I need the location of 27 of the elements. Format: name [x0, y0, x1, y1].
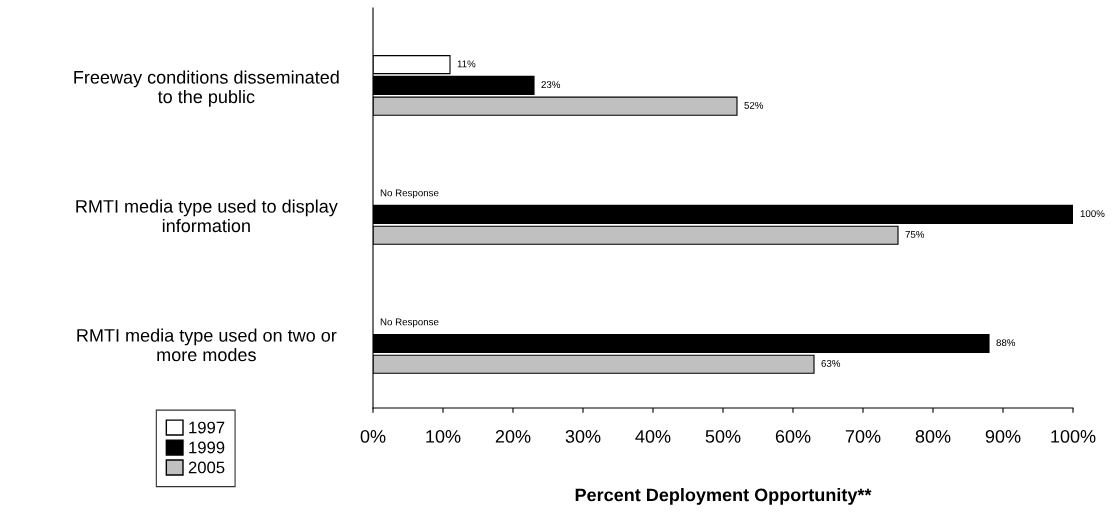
x-tick-label: 20% — [495, 430, 531, 443]
x-tick-label: 50% — [705, 430, 741, 443]
data-label: 23% — [541, 81, 561, 89]
data-label: 11% — [457, 60, 476, 68]
x-tick-label: 10% — [426, 430, 461, 443]
x-axis-title: Percent Deployment Opportunity** — [575, 488, 872, 505]
x-tick-label: 60% — [775, 430, 811, 443]
y-tick-label: RMTI media type used on two or more modes — [77, 328, 337, 362]
x-tick-label: 90% — [985, 430, 1021, 443]
x-tick-label: 40% — [635, 430, 671, 443]
x-tick-label: 0% — [360, 430, 386, 443]
x-tick-label: 100% — [1051, 430, 1096, 443]
x-tick-label: 30% — [565, 430, 601, 443]
data-label: 75% — [905, 230, 925, 238]
legend-label: 2005 — [188, 461, 225, 474]
text: No Response — [380, 189, 439, 199]
y-tick-label: Freeway conditions disseminated to the public — [74, 70, 339, 107]
data-label: 88% — [996, 339, 1016, 347]
data-label: 52% — [744, 101, 764, 109]
legend-label: 1999 — [189, 441, 225, 454]
x-tick-label: 70% — [845, 430, 881, 443]
data-label: 63% — [821, 359, 841, 367]
legend-label: 1997 — [189, 421, 225, 434]
x-tick-label: 80% — [915, 430, 951, 443]
text: No Response — [380, 318, 439, 328]
data-label: 100% — [1080, 210, 1105, 218]
y-tick-label: RMTI media type used to display information — [76, 199, 338, 233]
